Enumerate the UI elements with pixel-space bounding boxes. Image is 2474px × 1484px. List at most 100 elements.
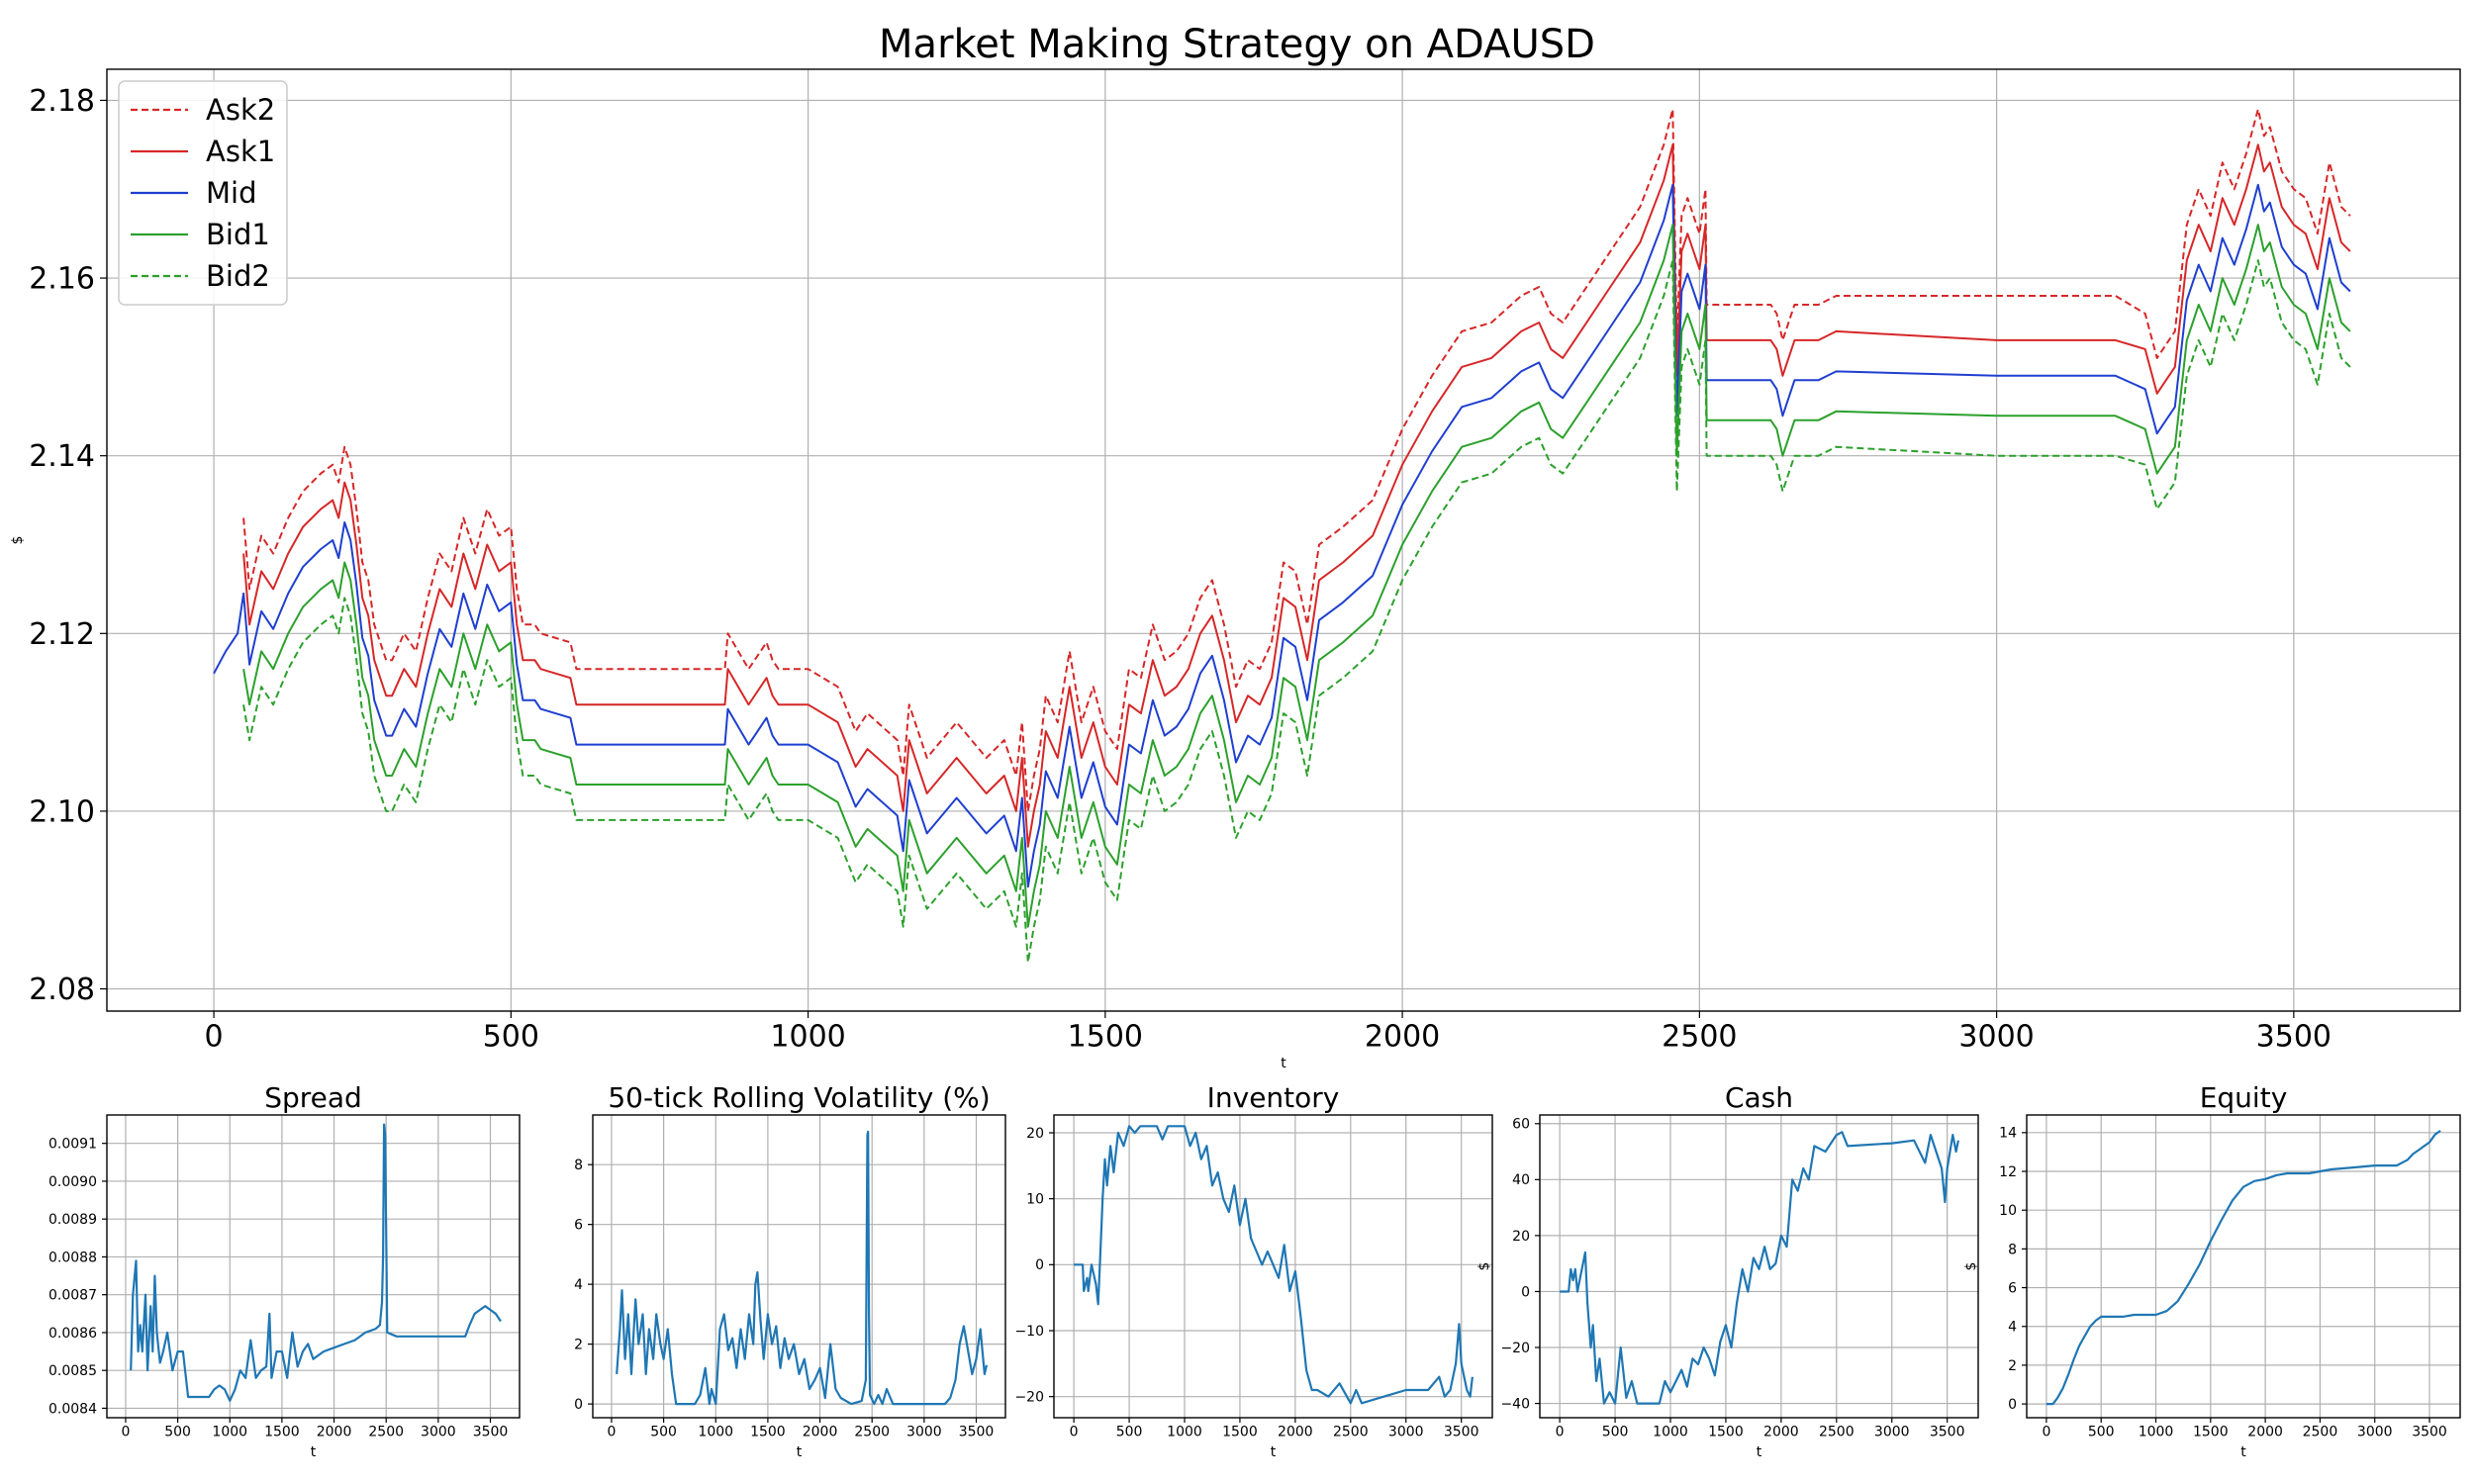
volatility-xtick-label-4: 2000 bbox=[803, 1424, 838, 1439]
main-ytick-label-5: 2.18 bbox=[29, 84, 95, 119]
volatility-axes-frame bbox=[592, 1114, 1006, 1419]
cash-title: Cash bbox=[1725, 1081, 1793, 1114]
volatility-xtick-label-5: 2500 bbox=[854, 1424, 890, 1439]
equity-xtick-label-0: 0 bbox=[2042, 1424, 2050, 1439]
main-ytick-label-3: 2.14 bbox=[29, 439, 95, 474]
volatility-xlabel: t bbox=[797, 1444, 803, 1460]
main-xtick-label-6: 3000 bbox=[1958, 1020, 2034, 1055]
spread-ytick-label-1: 0.0085 bbox=[48, 1363, 97, 1379]
equity-ytick-label-0: 0 bbox=[2008, 1397, 2017, 1413]
main-xtick-label-4: 2000 bbox=[1365, 1020, 1440, 1055]
cash-xlabel: t bbox=[1757, 1444, 1762, 1460]
inventory-xlabel: t bbox=[1271, 1444, 1277, 1460]
volatility-xtick-label-1: 500 bbox=[650, 1424, 677, 1439]
chart-spread: 0 500 1000 1500 2000 2500 3000 3500 0.0084 0.0085… bbox=[48, 1081, 521, 1460]
spread-axes-frame bbox=[106, 1114, 521, 1419]
chart-cash: 0 500 1000 1500 2000 2500 3000 3500 −40 −20 0 20 40 6… bbox=[1476, 1081, 1979, 1460]
equity-series-line-0 bbox=[2046, 1130, 2441, 1406]
equity-ytick-label-2: 4 bbox=[2008, 1320, 2017, 1336]
inventory-xtick-label-7: 3500 bbox=[1444, 1424, 1479, 1439]
equity-series bbox=[2046, 1130, 2441, 1406]
main-series-line-mid bbox=[213, 183, 2351, 888]
inventory-ytick-label-4: 20 bbox=[1026, 1126, 1044, 1142]
main-xtick-label-5: 2500 bbox=[1662, 1020, 1737, 1055]
main-series-line-bid1 bbox=[242, 224, 2351, 928]
volatility-ytick-label-2: 4 bbox=[574, 1277, 583, 1293]
equity-ytick-label-5: 10 bbox=[1999, 1203, 2017, 1219]
cash-xtick-label-7: 3500 bbox=[1930, 1424, 1965, 1439]
legend-label-ask1: Ask1 bbox=[206, 135, 275, 168]
figure-title: Market Making Strategy on ADAUSD bbox=[879, 22, 1595, 67]
spread-ytick-label-5: 0.0089 bbox=[48, 1212, 97, 1228]
spread-series-line-0 bbox=[130, 1123, 502, 1402]
equity-xtick-label-2: 1000 bbox=[2139, 1424, 2174, 1439]
inventory-ticks: 0 500 1000 1500 2000 2500 3000 3500 −20 −10 0 10 20 bbox=[1014, 1126, 1478, 1439]
main-ytick-label-1: 2.10 bbox=[29, 794, 95, 829]
inventory-ytick-label-0: −20 bbox=[1014, 1390, 1044, 1406]
spread-ytick-label-2: 0.0086 bbox=[48, 1326, 97, 1342]
cash-ticks: 0 500 1000 1500 2000 2500 3000 3500 −40 −20 0 20 40 6… bbox=[1500, 1117, 1964, 1440]
cash-grid bbox=[1540, 1115, 1978, 1418]
volatility-ytick-label-0: 0 bbox=[574, 1397, 583, 1413]
equity-xtick-label-1: 500 bbox=[2088, 1424, 2115, 1439]
inventory-axes-frame bbox=[1053, 1114, 1493, 1419]
spread-ytick-label-3: 0.0087 bbox=[48, 1288, 97, 1304]
cash-ytick-label-4: 40 bbox=[1512, 1172, 1530, 1188]
main-ytick-label-0: 2.08 bbox=[29, 973, 95, 1007]
spread-ytick-label-6: 0.0090 bbox=[48, 1174, 97, 1190]
cash-ylabel: $ bbox=[1476, 1262, 1492, 1271]
cash-xtick-label-6: 3000 bbox=[1874, 1424, 1910, 1439]
volatility-ticks: 0 500 1000 1500 2000 2500 3000 3500 0 2 4 6 8 bbox=[574, 1158, 994, 1439]
inventory-series bbox=[1074, 1125, 1474, 1405]
spread-xtick-label-5: 2500 bbox=[368, 1424, 404, 1439]
spread-ytick-label-7: 0.0091 bbox=[48, 1137, 97, 1153]
inventory-xtick-label-1: 500 bbox=[1116, 1424, 1143, 1439]
main-grid bbox=[107, 69, 2460, 1011]
equity-ytick-label-6: 12 bbox=[1999, 1164, 2017, 1180]
volatility-xtick-label-7: 3500 bbox=[959, 1424, 995, 1439]
inventory-series-line-0 bbox=[1074, 1125, 1474, 1405]
volatility-ytick-label-3: 6 bbox=[574, 1218, 583, 1234]
equity-xlabel: t bbox=[2240, 1444, 2246, 1460]
equity-ytick-label-1: 2 bbox=[2008, 1358, 2017, 1374]
legend-box bbox=[118, 80, 288, 306]
equity-ytick-label-4: 8 bbox=[2008, 1242, 2017, 1257]
cash-xtick-label-0: 0 bbox=[1556, 1424, 1565, 1439]
main-xtick-label-3: 1500 bbox=[1068, 1020, 1143, 1055]
cash-xtick-label-1: 500 bbox=[1602, 1424, 1629, 1439]
spread-ytick-label-0: 0.0084 bbox=[48, 1401, 97, 1417]
equity-ylabel: $ bbox=[1963, 1262, 1979, 1271]
equity-xtick-label-6: 3000 bbox=[2357, 1424, 2393, 1439]
main-xtick-label-0: 0 bbox=[205, 1020, 224, 1055]
main-ytick-label-2: 2.12 bbox=[29, 617, 95, 652]
legend-label-mid: Mid bbox=[206, 176, 257, 210]
main-series bbox=[213, 108, 2351, 964]
cash-ytick-label-3: 20 bbox=[1512, 1229, 1530, 1245]
volatility-xtick-label-0: 0 bbox=[607, 1424, 616, 1439]
spread-ticks: 0 500 1000 1500 2000 2500 3000 3500 0.0084 0.0085… bbox=[48, 1137, 508, 1440]
volatility-ytick-label-1: 2 bbox=[574, 1338, 583, 1353]
equity-ytick-label-3: 6 bbox=[2008, 1280, 2017, 1296]
inventory-xtick-label-2: 1000 bbox=[1167, 1424, 1202, 1439]
spread-xtick-label-6: 3000 bbox=[421, 1424, 456, 1439]
cash-axes-frame bbox=[1539, 1114, 1979, 1419]
volatility-xtick-label-3: 1500 bbox=[750, 1424, 786, 1439]
main-xtick-label-7: 3500 bbox=[2256, 1020, 2331, 1055]
chart-volatility: 0 500 1000 1500 2000 2500 3000 3500 0 2 4 6 8 50-tick… bbox=[574, 1081, 1006, 1460]
cash-xtick-label-2: 1000 bbox=[1653, 1424, 1688, 1439]
equity-axes-frame bbox=[2026, 1114, 2461, 1419]
chart-equity: 0 500 1000 1500 2000 2500 3000 3500 0 2 4 6 8 10 12 14 E… bbox=[1963, 1081, 2461, 1460]
legend-label-bid1: Bid1 bbox=[206, 218, 270, 251]
cash-series-line-0 bbox=[1560, 1131, 1959, 1405]
equity-xtick-label-7: 3500 bbox=[2412, 1424, 2447, 1439]
spread-xtick-label-7: 3500 bbox=[473, 1424, 509, 1439]
inventory-ytick-label-2: 0 bbox=[1035, 1257, 1044, 1273]
chart-inventory: 0 500 1000 1500 2000 2500 3000 3500 −20 −10 0 10 20 I… bbox=[1014, 1081, 1493, 1460]
equity-title: Equity bbox=[2200, 1081, 2288, 1114]
spread-xtick-label-3: 1500 bbox=[264, 1424, 300, 1439]
equity-xtick-label-4: 2000 bbox=[2247, 1424, 2283, 1439]
cash-series bbox=[1560, 1131, 1959, 1405]
cash-xtick-label-3: 1500 bbox=[1708, 1424, 1744, 1439]
legend: Ask2 Ask1 Mid Bid1 Bid2 bbox=[118, 80, 288, 306]
